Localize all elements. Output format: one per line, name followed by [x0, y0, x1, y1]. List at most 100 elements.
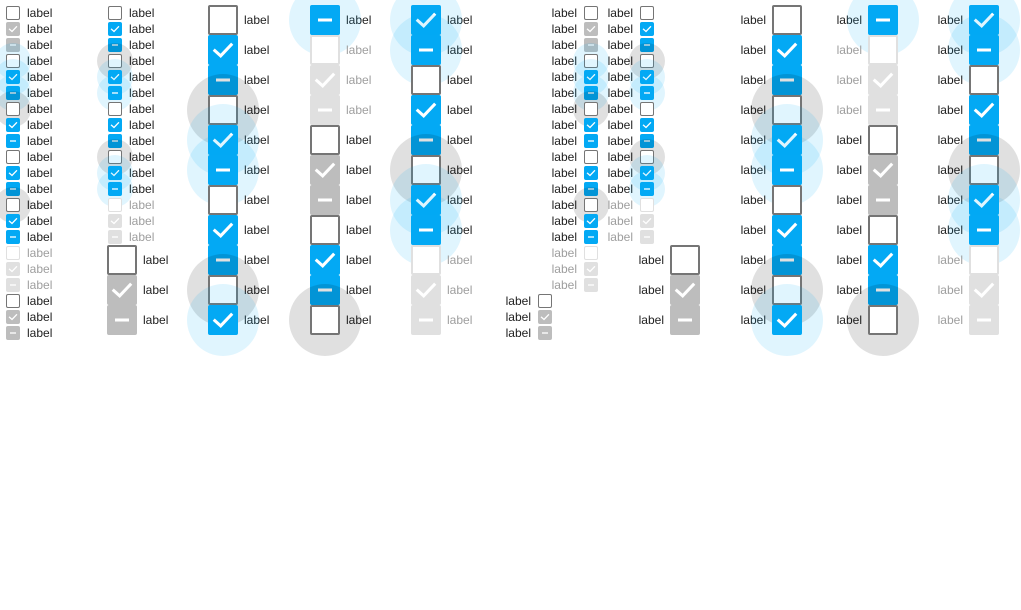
large-ltr-2-checkbox-row[interactable]: label [208, 35, 269, 65]
checkbox-checked[interactable] [6, 118, 20, 132]
small-ltr-b-checkbox-row[interactable]: label [108, 102, 154, 116]
small-ltr-b-checkbox-row[interactable]: label [108, 6, 154, 20]
small-rtl-b-checkbox-row[interactable]: label [608, 6, 654, 20]
small-rtl-b-checkbox-row[interactable]: label [608, 38, 654, 52]
small-ltr-b-checkbox-row[interactable]: label [97, 171, 154, 207]
small-rtl-c-checkbox-row[interactable]: label [506, 294, 552, 308]
large-rtl-4-checkbox-row[interactable]: label [938, 134, 1020, 206]
checkbox-checked[interactable] [6, 214, 20, 228]
large-ltr-2-checkbox-row[interactable]: label [187, 134, 269, 206]
small-ltr-b-checkbox-row[interactable]: label [108, 38, 154, 52]
large-ltr-3-checkbox-row[interactable]: label [310, 275, 371, 305]
checkbox-indeterminate[interactable] [6, 86, 20, 100]
checkbox-unchecked[interactable] [584, 54, 598, 68]
small-ltr-b-checkbox-row[interactable]: label [108, 118, 154, 132]
checkbox-indeterminate[interactable] [108, 86, 122, 100]
large-ltr-2-checkbox-row[interactable]: label [187, 104, 269, 176]
large-rtl-1-checkbox-row[interactable]: label [639, 245, 700, 275]
checkbox-unchecked[interactable] [868, 125, 898, 155]
large-rtl-4-checkbox-row[interactable]: label [938, 0, 1020, 56]
checkbox-checked[interactable] [584, 118, 598, 132]
small-rtl-b-checkbox-row[interactable]: label [608, 22, 654, 36]
large-rtl-2-checkbox-row[interactable]: label [741, 35, 802, 65]
large-rtl-3-checkbox-row[interactable]: label [837, 0, 919, 56]
checkbox-unchecked[interactable] [310, 125, 340, 155]
large-ltr-4-checkbox-row[interactable]: label [390, 14, 472, 86]
large-ltr-2-checkbox-row[interactable]: label [187, 284, 269, 356]
checkbox-unchecked[interactable] [411, 155, 441, 185]
checkbox-indeterminate[interactable] [772, 155, 802, 185]
large-ltr-2-checkbox-row[interactable]: label [208, 65, 269, 95]
large-ltr-2-checkbox-row[interactable]: label [187, 254, 269, 326]
checkbox-checked[interactable] [6, 70, 20, 84]
checkbox-indeterminate[interactable] [640, 38, 654, 52]
checkbox-indeterminate[interactable] [411, 125, 441, 155]
small-ltr-a-checkbox-row[interactable]: label [0, 59, 52, 95]
large-ltr-2-checkbox-row[interactable]: label [208, 185, 269, 215]
checkbox-unchecked[interactable] [868, 215, 898, 245]
large-rtl-2-checkbox-row[interactable]: label [741, 215, 802, 245]
small-rtl-a-checkbox-row[interactable]: label [552, 118, 598, 132]
checkbox-unchecked[interactable] [107, 245, 137, 275]
checkbox-checked[interactable] [208, 305, 238, 335]
checkbox-checked[interactable] [108, 118, 122, 132]
checkbox-checked[interactable] [411, 95, 441, 125]
checkbox-checked[interactable] [868, 245, 898, 275]
checkbox-indeterminate[interactable] [584, 182, 598, 196]
checkbox-unchecked[interactable] [310, 215, 340, 245]
large-rtl-2-checkbox-row[interactable]: label [741, 245, 802, 275]
checkbox-indeterminate[interactable] [310, 5, 340, 35]
checkbox-unchecked[interactable] [772, 185, 802, 215]
small-ltr-b-checkbox-row[interactable]: label [97, 155, 154, 191]
large-ltr-2-checkbox-row[interactable]: label [208, 215, 269, 245]
small-rtl-a-checkbox-row[interactable]: label [552, 134, 598, 148]
small-ltr-a-checkbox-row[interactable]: label [6, 294, 52, 308]
small-ltr-a-checkbox-row[interactable]: label [0, 43, 52, 79]
checkbox-indeterminate[interactable] [772, 65, 802, 95]
checkbox-unchecked[interactable] [6, 6, 20, 20]
large-rtl-2-checkbox-row[interactable]: label [741, 284, 823, 356]
small-ltr-b-checkbox-row[interactable]: label [108, 22, 154, 36]
checkbox-checked[interactable] [772, 215, 802, 245]
small-rtl-a-checkbox-row[interactable]: label [552, 43, 609, 79]
checkbox-unchecked[interactable] [772, 275, 802, 305]
small-rtl-b-checkbox-row[interactable]: label [608, 102, 654, 116]
checkbox-checked[interactable] [208, 215, 238, 245]
checkbox-indeterminate[interactable] [108, 182, 122, 196]
large-ltr-2-checkbox-row[interactable]: label [208, 5, 269, 35]
checkbox-indeterminate[interactable] [208, 155, 238, 185]
checkbox-unchecked[interactable] [584, 198, 598, 212]
large-rtl-4-checkbox-row[interactable]: label [938, 194, 1020, 266]
small-rtl-b-checkbox-row[interactable]: label [608, 75, 665, 111]
checkbox-unchecked[interactable] [538, 294, 552, 308]
small-rtl-b-checkbox-row[interactable]: label [608, 139, 665, 175]
small-rtl-a-checkbox-row[interactable]: label [552, 6, 598, 20]
small-ltr-b-checkbox-row[interactable]: label [97, 139, 154, 175]
checkbox-unchecked[interactable] [868, 305, 898, 335]
large-rtl-2-checkbox-row[interactable]: label [741, 254, 823, 326]
checkbox-indeterminate[interactable] [969, 35, 999, 65]
checkbox-indeterminate[interactable] [411, 215, 441, 245]
large-ltr-3-checkbox-row[interactable]: label [310, 215, 371, 245]
small-rtl-b-checkbox-row[interactable]: label [608, 43, 665, 79]
checkbox-indeterminate[interactable] [584, 230, 598, 244]
large-rtl-3-checkbox-row[interactable]: label [837, 125, 898, 155]
checkbox-unchecked[interactable] [640, 150, 654, 164]
large-rtl-2-checkbox-row[interactable]: label [741, 5, 802, 35]
large-ltr-4-checkbox-row[interactable]: label [390, 194, 472, 266]
large-ltr-4-checkbox-row[interactable]: label [390, 164, 472, 236]
checkbox-unchecked[interactable] [411, 65, 441, 95]
small-rtl-b-checkbox-row[interactable]: label [608, 118, 654, 132]
checkbox-unchecked[interactable] [6, 54, 20, 68]
large-rtl-4-checkbox-row[interactable]: label [938, 164, 1020, 236]
checkbox-indeterminate[interactable] [310, 275, 340, 305]
checkbox-unchecked[interactable] [208, 95, 238, 125]
small-rtl-b-checkbox-row[interactable]: label [608, 155, 665, 191]
large-rtl-2-checkbox-row[interactable]: label [741, 185, 802, 215]
large-rtl-4-checkbox-row[interactable]: label [938, 95, 999, 125]
checkbox-indeterminate[interactable] [6, 134, 20, 148]
checkbox-checked[interactable] [411, 5, 441, 35]
checkbox-checked[interactable] [772, 305, 802, 335]
checkbox-unchecked[interactable] [584, 150, 598, 164]
small-ltr-a-checkbox-row[interactable]: label [6, 118, 52, 132]
